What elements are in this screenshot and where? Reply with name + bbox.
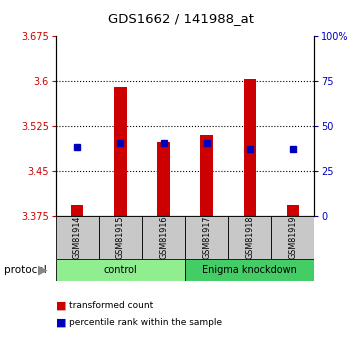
Bar <box>157 142 170 216</box>
Bar <box>287 205 299 216</box>
Bar <box>71 206 83 216</box>
Bar <box>99 216 142 259</box>
Text: GDS1662 / 141988_at: GDS1662 / 141988_at <box>108 12 253 25</box>
Bar <box>56 216 99 259</box>
Bar <box>244 79 256 216</box>
Text: GSM81914: GSM81914 <box>73 216 82 259</box>
Text: GSM81916: GSM81916 <box>159 216 168 259</box>
Bar <box>200 135 213 216</box>
Text: ■: ■ <box>56 300 66 310</box>
Text: protocol: protocol <box>4 265 46 275</box>
Bar <box>142 216 185 259</box>
Text: GSM81917: GSM81917 <box>202 215 211 259</box>
Text: percentile rank within the sample: percentile rank within the sample <box>69 318 222 327</box>
Text: ■: ■ <box>56 318 66 327</box>
Text: Enigma knockdown: Enigma knockdown <box>202 265 297 275</box>
Text: ▶: ▶ <box>38 264 48 276</box>
Bar <box>56 259 185 281</box>
Text: GSM81918: GSM81918 <box>245 216 254 259</box>
Bar <box>185 259 314 281</box>
Bar <box>228 216 271 259</box>
Text: GSM81915: GSM81915 <box>116 215 125 259</box>
Text: transformed count: transformed count <box>69 301 153 310</box>
Text: GSM81919: GSM81919 <box>288 215 297 259</box>
Bar <box>271 216 314 259</box>
Bar <box>185 216 228 259</box>
Bar <box>114 87 126 216</box>
Text: control: control <box>104 265 137 275</box>
